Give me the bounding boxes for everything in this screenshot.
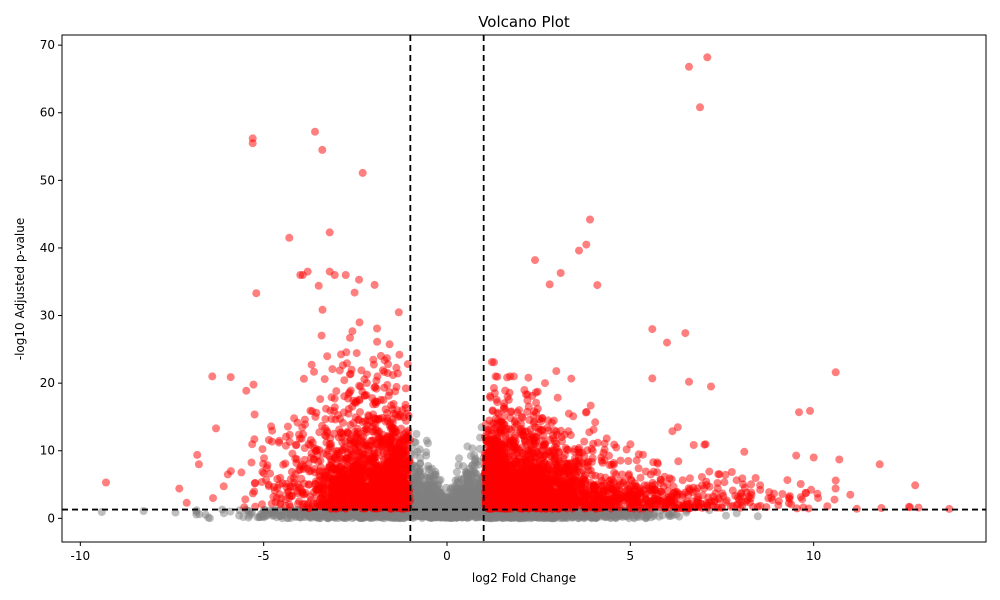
data-point: [532, 398, 541, 407]
data-point: [668, 511, 677, 520]
data-point: [459, 462, 468, 471]
data-point: [259, 511, 268, 519]
data-point: [286, 514, 295, 522]
data-point: [422, 436, 431, 445]
data-point: [412, 430, 421, 438]
data-point: [463, 442, 472, 451]
data-point: [467, 488, 476, 496]
data-point: [455, 454, 464, 463]
data-point: [493, 372, 502, 381]
data-point: [456, 485, 465, 494]
data-point: [453, 475, 462, 484]
data-point: [419, 471, 428, 480]
y-axis-label: -log10 Adjusted p-value: [13, 218, 27, 360]
data-point: [521, 513, 530, 522]
x-axis-label: log2 Fold Change: [472, 571, 576, 585]
data-point: [459, 510, 468, 519]
data-point: [580, 437, 589, 446]
data-point: [638, 511, 647, 520]
data-point: [541, 379, 549, 388]
data-point: [515, 406, 523, 415]
data-point: [438, 495, 447, 504]
data-point: [475, 444, 484, 453]
points-layer: [97, 53, 954, 523]
data-point: [591, 418, 600, 427]
data-point: [523, 407, 532, 416]
data-point: [452, 468, 461, 476]
data-point: [413, 494, 422, 503]
data-point: [451, 510, 459, 519]
data-point: [278, 514, 287, 523]
data-point: [204, 513, 213, 522]
data-point: [611, 513, 620, 522]
data-point: [553, 393, 562, 402]
data-point: [422, 448, 431, 457]
data-point: [470, 451, 479, 460]
data-point: [466, 477, 474, 486]
data-point: [503, 373, 512, 382]
data-point: [396, 513, 404, 522]
data-point: [612, 443, 621, 452]
data-point: [529, 511, 538, 520]
data-point: [424, 487, 433, 496]
data-point: [562, 445, 571, 454]
data-point: [425, 465, 434, 474]
data-point: [428, 498, 437, 507]
data-point: [753, 512, 762, 521]
data-point: [512, 512, 521, 521]
chart-title: Volcano Plot: [478, 13, 570, 31]
data-point: [537, 417, 546, 426]
data-point: [722, 511, 730, 520]
data-point: [581, 408, 590, 417]
data-point: [338, 511, 347, 520]
data-point: [411, 481, 420, 490]
data-point: [549, 416, 558, 425]
data-point: [139, 507, 148, 515]
data-point: [505, 388, 514, 397]
data-point: [413, 447, 422, 456]
data-point: [490, 358, 498, 367]
data-point: [524, 373, 533, 382]
